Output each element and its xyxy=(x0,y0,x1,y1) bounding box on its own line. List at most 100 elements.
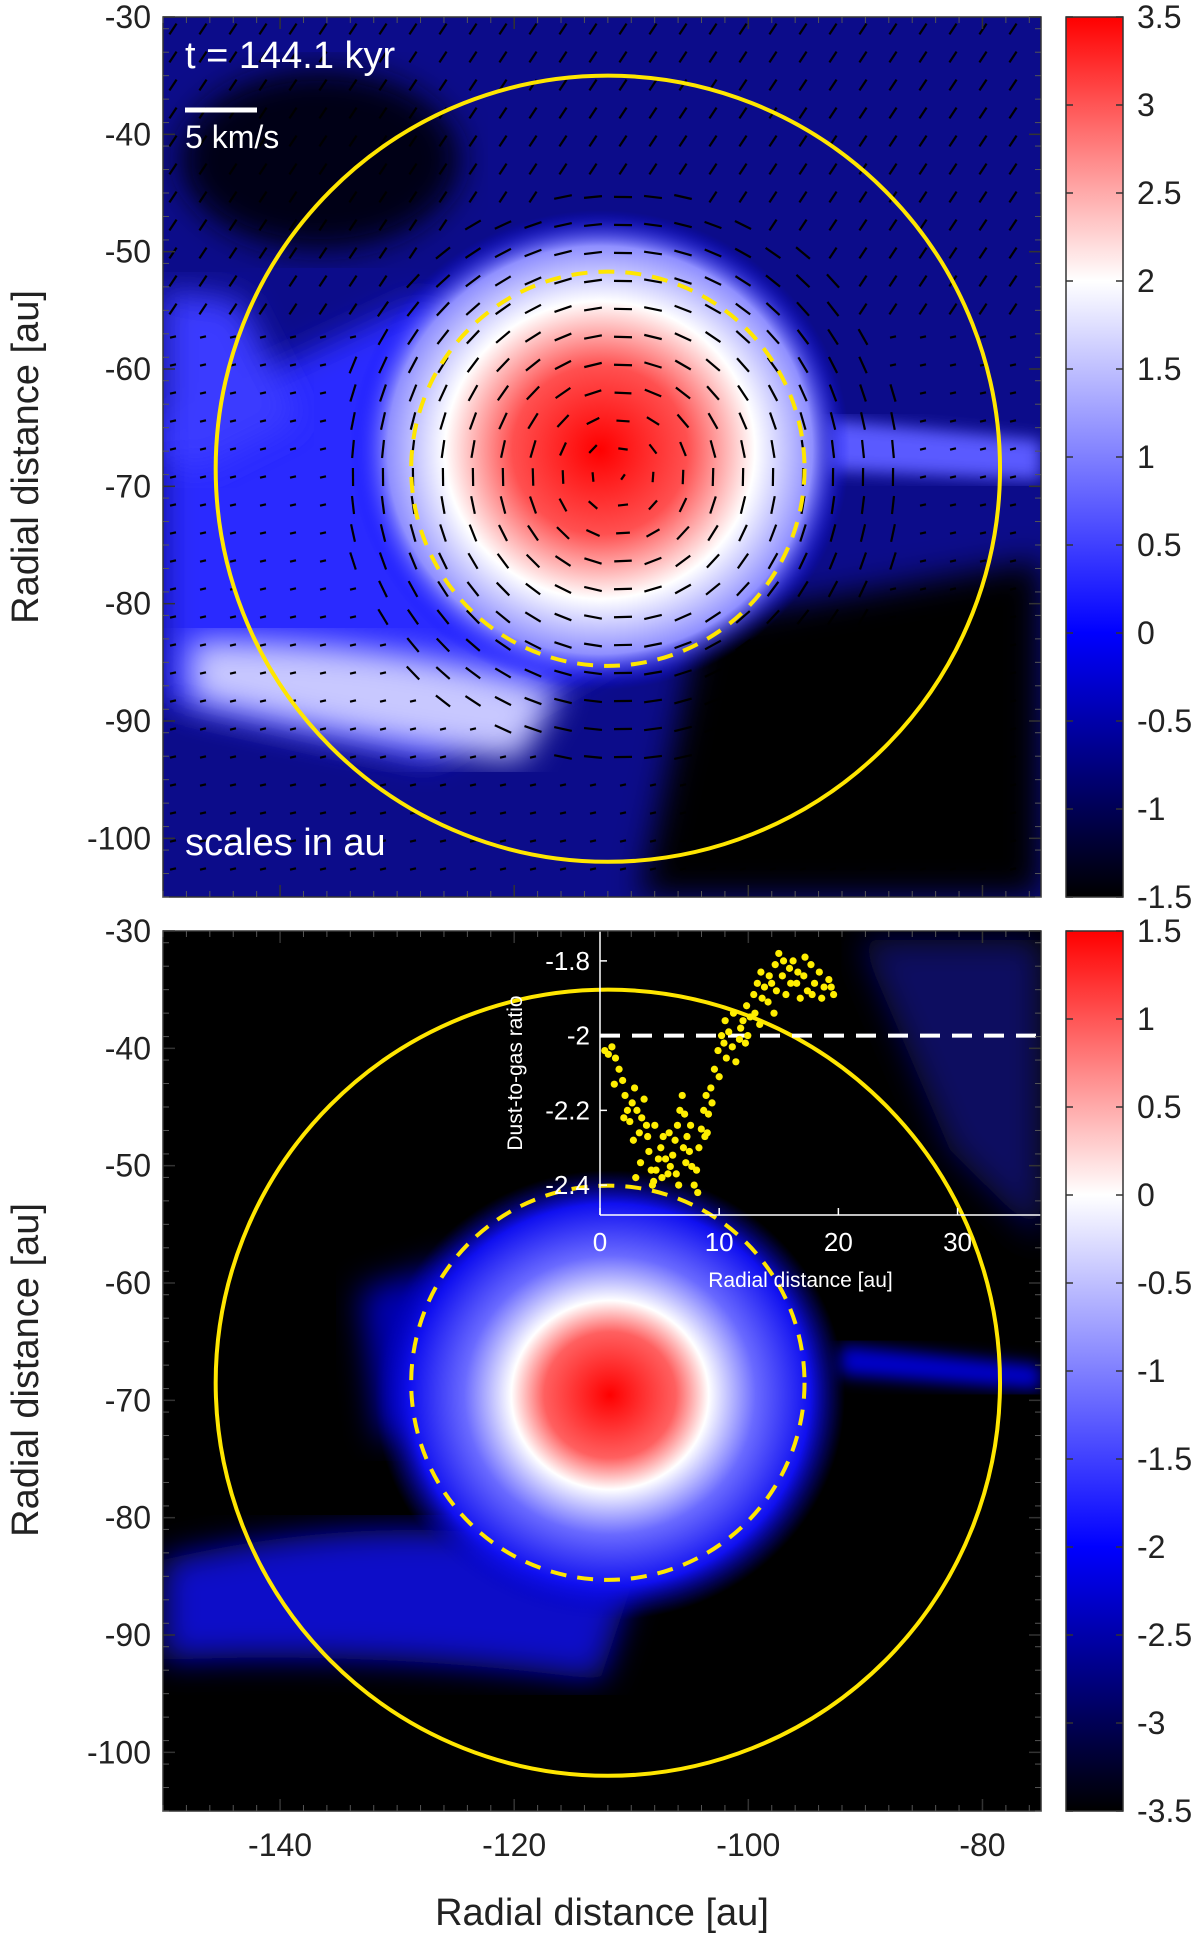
velocity-arrow xyxy=(587,500,599,510)
velocity-arrow xyxy=(495,581,511,597)
velocity-arrow xyxy=(704,696,722,706)
velocity-arrow xyxy=(948,162,958,176)
velocity-arrow xyxy=(169,615,177,619)
velocity-arrow xyxy=(644,585,662,593)
velocity-arrow xyxy=(1009,643,1017,647)
velocity-arrow xyxy=(859,783,867,787)
velocity-arrow xyxy=(799,524,807,542)
velocity-arrow xyxy=(498,22,508,36)
velocity-arrow xyxy=(469,867,477,871)
velocity-arrow xyxy=(828,218,838,232)
velocity-arrow xyxy=(408,246,418,260)
velocity-arrow xyxy=(258,78,268,92)
velocity-arrow xyxy=(495,302,511,316)
velocity-arrow xyxy=(709,839,717,843)
velocity-arrow xyxy=(558,498,568,512)
velocity-arrow xyxy=(554,386,572,400)
velocity-arrow xyxy=(318,162,328,176)
velocity-arrow xyxy=(651,471,655,483)
velocity-arrow xyxy=(436,609,450,625)
velocity-arrow xyxy=(229,811,237,815)
data-point xyxy=(671,1136,679,1144)
velocity-arrow xyxy=(499,811,507,815)
velocity-arrow xyxy=(860,495,866,515)
velocity-arrow xyxy=(259,587,267,591)
velocity-arrow xyxy=(319,531,327,535)
velocity-arrow xyxy=(764,695,782,707)
data-point xyxy=(830,990,838,999)
top-disk-stream xyxy=(163,290,300,470)
velocity-arrow xyxy=(439,727,447,731)
velocity-arrow xyxy=(859,523,867,543)
top-circles xyxy=(213,73,1003,864)
velocity-arrow xyxy=(524,696,542,706)
data-point xyxy=(640,1095,648,1103)
velocity-arrow xyxy=(229,419,237,423)
velocity-arrow xyxy=(468,106,478,120)
velocity-arrow xyxy=(349,755,357,759)
velocity-arrow xyxy=(859,384,867,402)
velocity-arrow xyxy=(499,783,507,787)
velocity-arrow xyxy=(465,666,481,680)
data-point xyxy=(751,1009,759,1017)
velocity-arrow xyxy=(348,302,358,316)
velocity-arrow xyxy=(979,419,987,423)
velocity-arrow xyxy=(259,615,267,619)
velocity-arrow xyxy=(168,302,178,316)
velocity-arrow xyxy=(889,587,897,591)
velocity-arrow xyxy=(199,727,207,731)
velocity-arrow xyxy=(889,839,897,843)
velocity-arrow xyxy=(648,78,658,92)
y-tick-label: -70 xyxy=(105,1382,151,1418)
velocity-arrow xyxy=(765,274,781,288)
velocity-arrow xyxy=(524,611,542,623)
velocity-arrow xyxy=(799,755,807,759)
velocity-arrow xyxy=(889,384,897,402)
velocity-arrow xyxy=(919,755,927,759)
velocity-arrow xyxy=(949,839,957,843)
velocity-arrow xyxy=(679,441,687,457)
velocity-arrow xyxy=(978,218,988,232)
data-point xyxy=(807,961,815,969)
velocity-arrow xyxy=(918,274,928,288)
velocity-arrow xyxy=(859,411,867,431)
colorbar-tick-label: -1.5 xyxy=(1137,1441,1192,1477)
y-tick-label: -100 xyxy=(87,820,151,856)
velocity-arrow xyxy=(259,531,267,535)
velocity-arrow xyxy=(588,162,598,176)
velocity-arrow xyxy=(408,22,418,36)
inset-y-tick-label: -1.8 xyxy=(545,946,590,976)
scale-bar-label: 5 km/s xyxy=(185,119,279,155)
velocity-arrow xyxy=(228,50,238,64)
y-tick-label: -60 xyxy=(105,1265,151,1301)
velocity-arrow xyxy=(408,384,418,402)
velocity-arrow xyxy=(618,78,628,92)
x-axis-label: Radial distance [au] xyxy=(435,1892,769,1934)
bottom-colorbar xyxy=(1065,930,1124,1812)
data-point xyxy=(666,1162,674,1171)
velocity-arrow xyxy=(648,22,658,36)
velocity-arrow xyxy=(643,754,663,760)
top-axis-ticks: -30 -40 -50 -60 -70 -80 -90 -100 xyxy=(87,0,1041,898)
velocity-arrow xyxy=(554,359,572,371)
velocity-arrow xyxy=(435,666,451,680)
velocity-arrow xyxy=(918,162,928,176)
data-point xyxy=(735,1035,744,1043)
velocity-arrow xyxy=(409,727,417,731)
velocity-arrow xyxy=(918,22,928,36)
velocity-arrow xyxy=(675,386,691,400)
velocity-arrow xyxy=(796,329,810,345)
velocity-arrow xyxy=(319,755,327,759)
velocity-arrow xyxy=(583,670,603,676)
velocity-arrow xyxy=(799,867,807,871)
data-point xyxy=(690,1181,698,1189)
velocity-arrow xyxy=(859,811,867,815)
velocity-arrow xyxy=(348,190,358,204)
velocity-arrow xyxy=(919,643,927,647)
velocity-arrow xyxy=(769,867,777,871)
velocity-arrow xyxy=(553,194,573,200)
velocity-arrow xyxy=(795,666,811,680)
velocity-arrow xyxy=(768,524,778,542)
data-point xyxy=(685,1147,693,1156)
velocity-arrow xyxy=(169,755,177,759)
